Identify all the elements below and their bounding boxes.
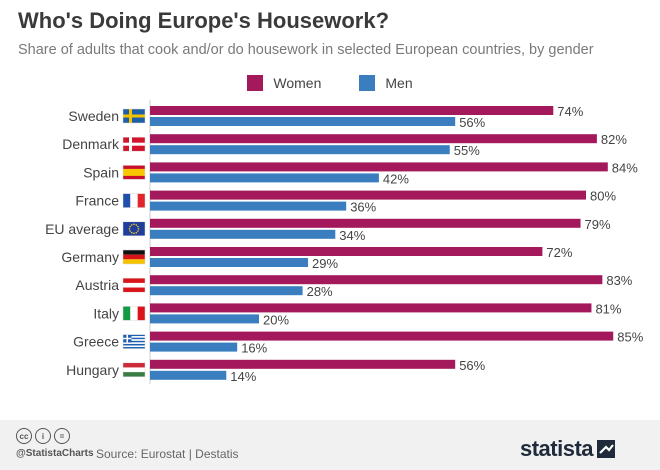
bar-men-france [150,201,347,211]
bar-women-france [150,190,586,200]
legend-label-men: Men [385,75,413,91]
no-derivatives-icon: = [54,428,70,444]
data-label-women-sweden: 74% [557,104,583,119]
category-label-hungary: Hungary [66,362,119,378]
bar-women-denmark [150,134,597,144]
germany-flag-icon [122,249,146,265]
data-label-men-austria: 28% [307,284,333,299]
chart-title: Who's Doing Europe's Housework? [18,8,390,33]
data-label-men-italy: 20% [263,312,289,327]
data-label-men-hungary: 14% [230,369,256,384]
austria-flag-icon [122,277,146,293]
data-label-women-italy: 81% [595,301,621,316]
data-label-women-spain: 84% [612,160,638,175]
eu-flag-icon [122,221,146,237]
category-label-austria: Austria [75,277,119,293]
data-label-men-sweden: 56% [459,115,485,130]
hungary-flag-icon [122,362,146,378]
statista-logo: statista [520,436,616,462]
bar-men-denmark [150,145,450,155]
data-label-men-greece: 16% [241,341,267,356]
category-label-france: France [75,193,119,209]
bar-women-germany [150,247,543,256]
bar-women-sweden [150,106,554,115]
legend-item-women: Women [247,75,321,91]
bar-men-austria [150,286,303,296]
bar-chart: Sweden 74% 56% Denmark 82% 55% Spain 84% 42% Fran… [45,100,644,384]
data-label-women-denmark: 82% [601,132,627,147]
italy-flag-icon [122,306,146,321]
category-label-spain: Spain [83,164,119,180]
legend-swatch-men [359,75,376,91]
bar-women-eu-average [150,218,581,228]
data-label-women-france: 80% [590,189,616,204]
legend-swatch-women [247,75,264,91]
bar-men-italy [150,314,259,324]
license-icons: cc i = [16,428,70,444]
source-note: Source: Eurostat | Destatis [96,447,239,461]
data-label-women-austria: 83% [606,273,632,288]
legend-item-men: Men [359,75,413,91]
data-label-women-greece: 85% [617,330,643,345]
chart-legend: Women Men [0,75,660,91]
bar-women-hungary [150,359,456,369]
data-label-men-france: 36% [350,200,376,215]
bar-men-germany [150,258,309,267]
data-label-men-eu-average: 34% [339,228,365,243]
bar-women-greece [150,331,614,341]
statista-logo-icon [597,440,616,458]
data-label-men-denmark: 55% [454,143,480,158]
brand-name: statista [520,436,594,461]
cc-icon: cc [16,428,32,444]
data-label-women-germany: 72% [546,245,572,260]
bar-women-italy [150,303,592,313]
bar-women-austria [150,275,603,285]
legend-label-women: Women [273,75,322,91]
data-label-men-germany: 29% [312,256,338,271]
footer-bar [0,420,660,470]
bar-men-eu-average [150,229,336,239]
data-label-men-spain: 42% [383,171,409,186]
bar-men-sweden [150,117,456,126]
chart-subtitle: Share of adults that cook and/or do hous… [18,42,594,58]
bar-men-hungary [150,370,227,380]
attribution-icon: i [35,428,51,444]
france-flag-icon [122,193,146,208]
spain-flag-icon [122,165,146,180]
data-label-women-hungary: 56% [459,358,485,373]
category-label-sweden: Sweden [68,108,119,124]
data-label-women-eu-average: 79% [585,217,611,232]
category-label-greece: Greece [73,334,119,350]
category-label-italy: Italy [93,305,119,321]
category-label-eu-average: EU average [45,221,119,237]
bar-men-greece [150,342,238,352]
denmark-flag-icon [122,136,146,152]
greece-flag-icon [122,334,146,349]
bar-women-spain [150,162,608,172]
category-label-denmark: Denmark [62,136,120,152]
bar-men-spain [150,173,379,183]
social-handle: @StatistaCharts [16,448,94,459]
sweden-flag-icon [122,108,146,124]
category-label-germany: Germany [61,249,119,265]
